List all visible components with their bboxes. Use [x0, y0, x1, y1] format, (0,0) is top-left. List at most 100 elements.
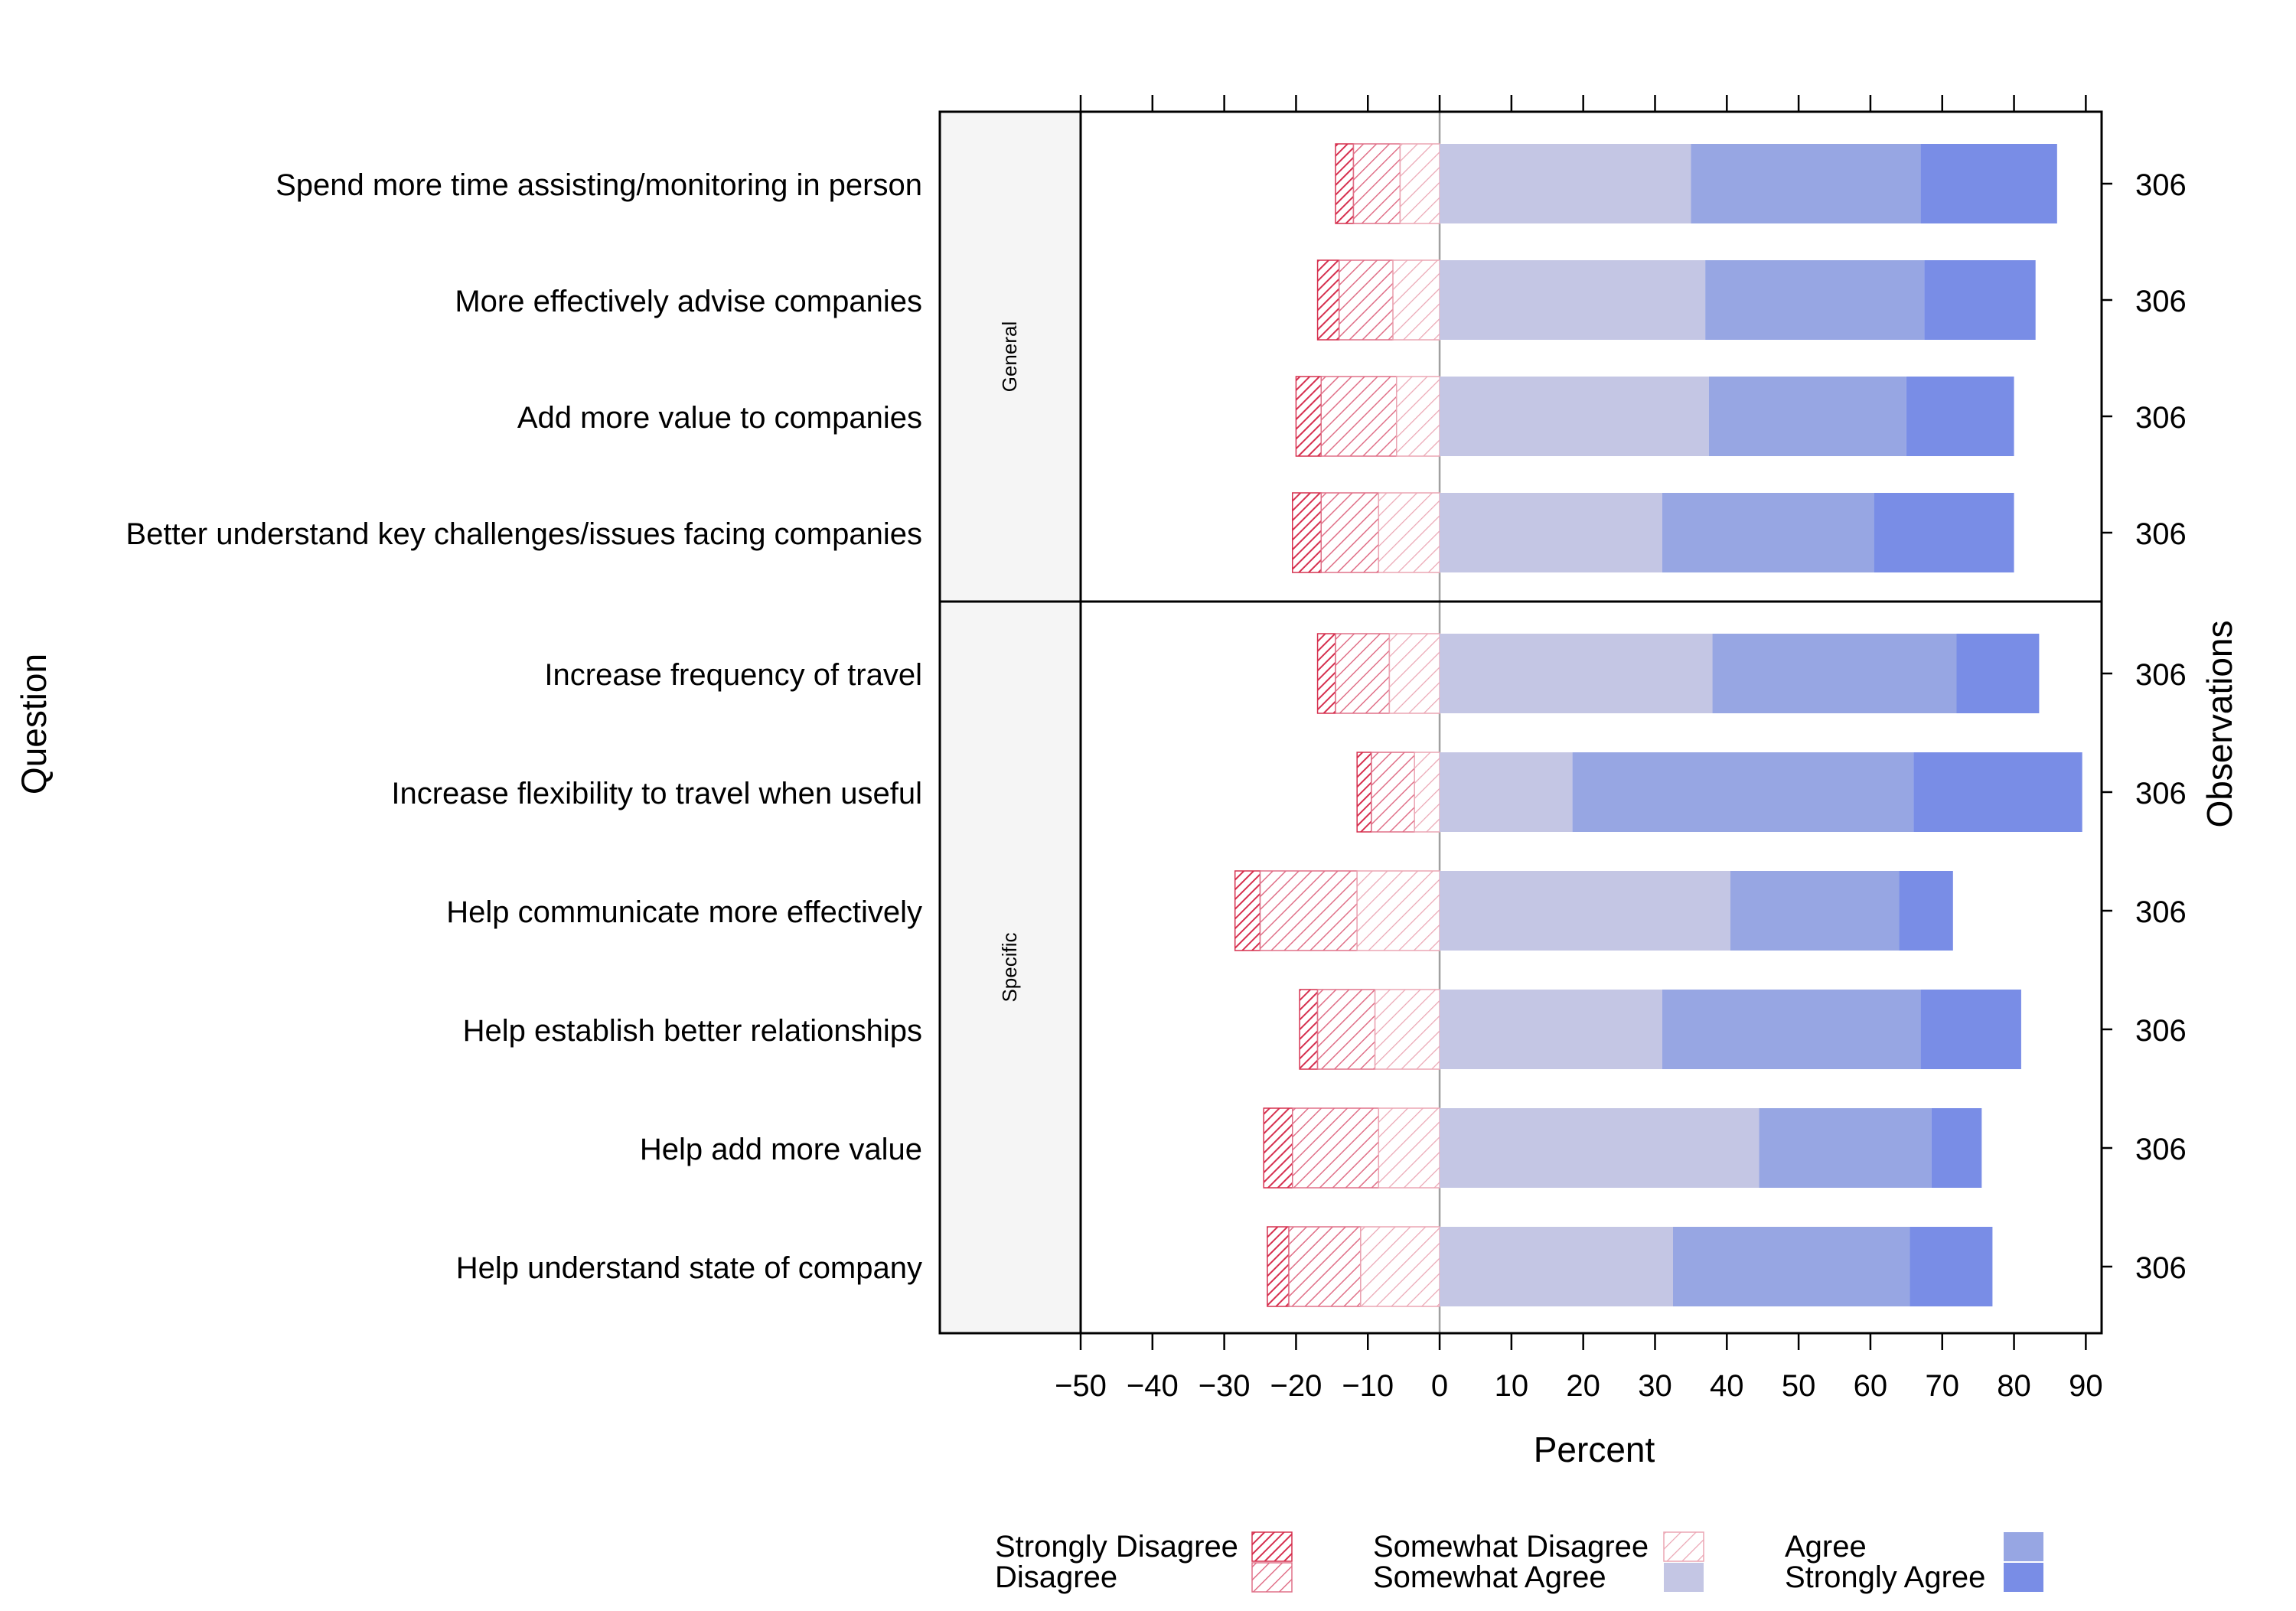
x-tick-label: 20	[1566, 1369, 1600, 1403]
x-tick-label: 30	[1638, 1369, 1672, 1403]
text-layer: Spend more time assisting/monitoring in …	[14, 168, 2239, 1594]
x-tick-label: 50	[1782, 1369, 1816, 1403]
bar-help-communicate-more-effectively-strongly-agree	[1899, 871, 1953, 951]
legend-swatch-strongly-disagree	[1251, 1531, 1293, 1562]
legend-label-strongly-agree: Strongly Agree	[1785, 1560, 1985, 1594]
bar-more-effectively-advise-companies-strongly-disagree	[1316, 259, 1340, 341]
bar-help-establish-better-relationships-somewhat-disagree	[1374, 989, 1440, 1070]
observation-count: 306	[2135, 777, 2187, 810]
bar-more-effectively-advise-companies-strongly-agree	[1924, 260, 2036, 340]
bar-help-communicate-more-effectively-agree	[1730, 871, 1900, 951]
strip-label-specific: Specific	[998, 932, 1021, 1002]
bar-increase-frequency-of-travel-strongly-disagree	[1316, 633, 1336, 714]
bar-increase-frequency-of-travel-agree	[1712, 634, 1957, 713]
bar-help-understand-state-of-company-somewhat-disagree	[1360, 1226, 1440, 1307]
observation-count: 306	[2135, 895, 2187, 929]
bar-help-add-more-value-somewhat-disagree	[1378, 1107, 1440, 1189]
bar-help-add-more-value-somewhat-agree	[1440, 1108, 1760, 1188]
bar-spend-more-time-assisting-monitoring-in-person-strongly-disagree	[1335, 143, 1355, 224]
bar-add-more-value-to-companies-somewhat-disagree	[1396, 376, 1440, 457]
bar-help-understand-state-of-company-disagree	[1288, 1226, 1362, 1307]
legend-label-somewhat-disagree: Somewhat Disagree	[1373, 1530, 1649, 1564]
observation-count: 306	[2135, 658, 2187, 692]
bar-increase-frequency-of-travel-strongly-agree	[1956, 634, 2040, 713]
strip-label-general: General	[998, 321, 1021, 393]
bar-help-add-more-value-strongly-agree	[1931, 1108, 1982, 1188]
legend-label-strongly-disagree: Strongly Disagree	[995, 1530, 1238, 1564]
bar-increase-flexibility-to-travel-when-useful-somewhat-disagree	[1414, 752, 1440, 833]
bar-help-establish-better-relationships-strongly-disagree	[1299, 989, 1319, 1070]
question-label: Spend more time assisting/monitoring in …	[276, 168, 922, 202]
bar-add-more-value-to-companies-agree	[1708, 377, 1906, 456]
question-label: Help communicate more effectively	[446, 895, 922, 929]
x-tick-label: −40	[1127, 1369, 1179, 1403]
bar-add-more-value-to-companies-strongly-disagree	[1295, 376, 1322, 457]
bar-increase-flexibility-to-travel-when-useful-disagree	[1371, 752, 1415, 833]
observation-count: 306	[2135, 1251, 2187, 1285]
bar-add-more-value-to-companies-strongly-agree	[1906, 377, 2014, 456]
observation-count: 306	[2135, 517, 2187, 551]
bar-better-understand-key-challenges-issues-facing-companies-strongly-disagree	[1291, 492, 1322, 573]
question-label: Help understand state of company	[456, 1251, 922, 1285]
bar-increase-frequency-of-travel-disagree	[1335, 633, 1391, 714]
bar-help-establish-better-relationships-agree	[1662, 990, 1921, 1069]
bar-spend-more-time-assisting-monitoring-in-person-disagree	[1352, 143, 1401, 224]
bar-help-add-more-value-strongly-disagree	[1263, 1107, 1293, 1189]
bar-more-effectively-advise-companies-somewhat-disagree	[1392, 259, 1440, 341]
legend-label-somewhat-agree: Somewhat Agree	[1373, 1560, 1606, 1594]
legend-label-disagree: Disagree	[995, 1560, 1117, 1594]
frame-layer	[938, 95, 2112, 1350]
bar-increase-frequency-of-travel-somewhat-agree	[1440, 634, 1713, 713]
observation-count: 306	[2135, 1133, 2187, 1166]
legend-swatch-agree	[2004, 1532, 2043, 1561]
bar-increase-flexibility-to-travel-when-useful-strongly-agree	[1913, 752, 2082, 832]
strip-general	[940, 112, 1081, 602]
bar-better-understand-key-challenges-issues-facing-companies-agree	[1662, 493, 1874, 572]
x-tick-label: −30	[1199, 1369, 1251, 1403]
legend-swatch-strongly-agree	[2004, 1563, 2043, 1592]
bar-better-understand-key-challenges-issues-facing-companies-somewhat-agree	[1440, 493, 1662, 572]
bar-help-add-more-value-agree	[1759, 1108, 1932, 1188]
bar-better-understand-key-challenges-issues-facing-companies-somewhat-disagree	[1378, 492, 1440, 573]
bar-help-understand-state-of-company-strongly-agree	[1910, 1227, 1993, 1306]
bar-more-effectively-advise-companies-disagree	[1338, 259, 1394, 341]
x-tick-label: 40	[1710, 1369, 1744, 1403]
bar-more-effectively-advise-companies-somewhat-agree	[1440, 260, 1706, 340]
legend-swatch-disagree	[1251, 1562, 1293, 1593]
panel-frame	[938, 110, 2103, 1335]
bar-more-effectively-advise-companies-agree	[1705, 260, 1925, 340]
bar-spend-more-time-assisting-monitoring-in-person-strongly-agree	[1920, 144, 2057, 223]
bar-help-understand-state-of-company-agree	[1672, 1227, 1910, 1306]
bar-add-more-value-to-companies-somewhat-agree	[1440, 377, 1709, 456]
bar-spend-more-time-assisting-monitoring-in-person-agree	[1691, 144, 1921, 223]
bar-better-understand-key-challenges-issues-facing-companies-strongly-agree	[1874, 493, 2014, 572]
bars-layer	[1234, 112, 2082, 1333]
bar-spend-more-time-assisting-monitoring-in-person-somewhat-disagree	[1399, 143, 1440, 224]
x-tick-label: 0	[1431, 1369, 1448, 1403]
x-tick-label: −50	[1055, 1369, 1107, 1403]
bar-help-communicate-more-effectively-strongly-disagree	[1234, 870, 1261, 951]
bar-help-communicate-more-effectively-disagree	[1259, 870, 1358, 951]
bar-help-understand-state-of-company-strongly-disagree	[1267, 1226, 1290, 1307]
bar-help-communicate-more-effectively-somewhat-disagree	[1356, 870, 1440, 951]
observation-count: 306	[2135, 1014, 2187, 1048]
bar-increase-frequency-of-travel-somewhat-disagree	[1388, 633, 1440, 714]
question-label: Increase flexibility to travel when usef…	[391, 777, 922, 810]
x-tick-label: −10	[1342, 1369, 1394, 1403]
legend-swatch-somewhat-agree	[1664, 1563, 1704, 1592]
bar-better-understand-key-challenges-issues-facing-companies-disagree	[1320, 492, 1380, 573]
question-label: Help add more value	[640, 1133, 922, 1166]
question-label: Increase frequency of travel	[544, 658, 922, 692]
strip-specific	[940, 602, 1081, 1333]
x-tick-label: 80	[1997, 1369, 2031, 1403]
bar-spend-more-time-assisting-monitoring-in-person-somewhat-agree	[1440, 144, 1691, 223]
x-tick-label: 10	[1495, 1369, 1529, 1403]
observation-count: 306	[2135, 401, 2187, 435]
bar-increase-flexibility-to-travel-when-useful-agree	[1572, 752, 1914, 832]
y-axis-title-right: Observations	[2200, 620, 2239, 827]
bar-help-establish-better-relationships-somewhat-agree	[1440, 990, 1662, 1069]
bar-help-add-more-value-disagree	[1291, 1107, 1380, 1189]
bar-help-communicate-more-effectively-somewhat-agree	[1440, 871, 1730, 951]
